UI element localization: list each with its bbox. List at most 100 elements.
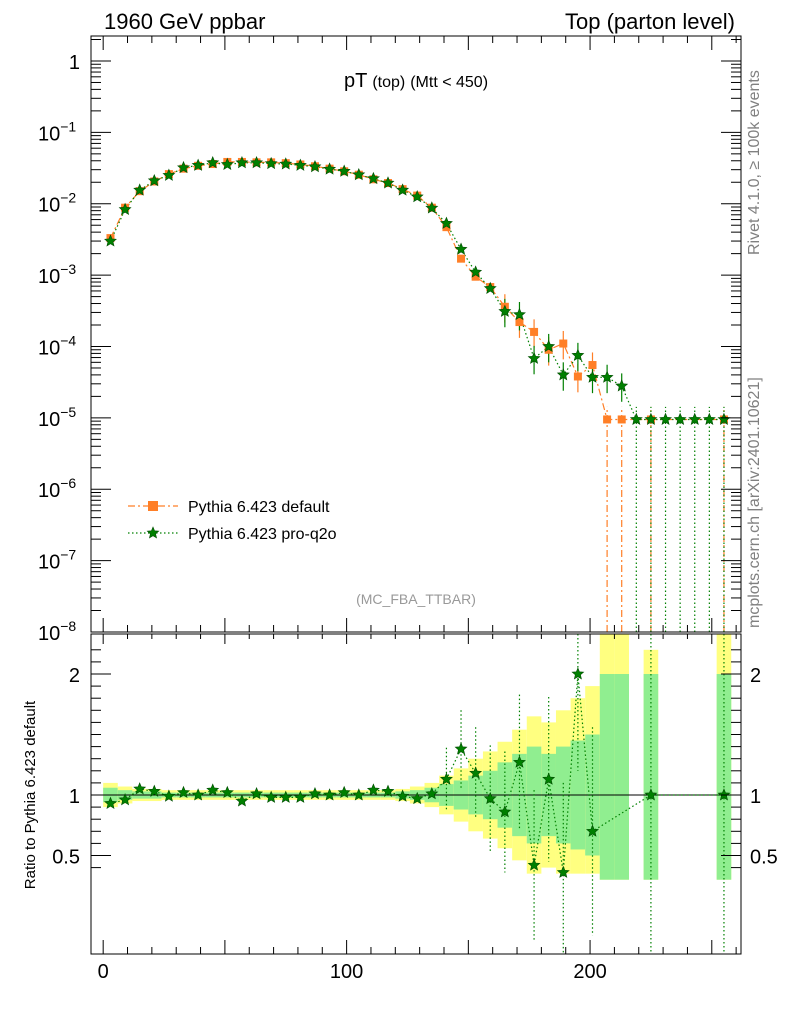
- proq2o-point: [308, 159, 322, 173]
- chart-title-cut: (Mtt < 450): [410, 74, 488, 91]
- y-tick-label: 10−2: [38, 190, 76, 217]
- legend-default-label: Pythia 6.423 default: [188, 499, 330, 516]
- proq2o-point: [688, 412, 702, 425]
- ratio-y-tick-label: 0.5: [52, 847, 80, 869]
- ratio-point: [571, 667, 585, 680]
- proq2o-point: [352, 167, 366, 181]
- proq2o-point: [118, 202, 132, 216]
- proq2o-point: [264, 156, 278, 170]
- proq2o-point: [615, 379, 629, 392]
- proq2o-point: [293, 158, 307, 171]
- proq2o-point: [191, 158, 205, 171]
- ratio-panel-frame: [90, 633, 742, 955]
- ratio-point: [177, 785, 190, 799]
- y-tick-label: 10−4: [38, 332, 76, 359]
- proq2o-point: [673, 412, 687, 425]
- x-tick-label: 100: [330, 961, 363, 983]
- ratio-point: [104, 796, 117, 809]
- rivet-version-label: Rivet 4.1.0, ≥ 100k events: [746, 70, 763, 255]
- ratio-point: [644, 788, 658, 801]
- proq2o-point: [366, 171, 380, 185]
- proq2o-point: [498, 304, 512, 317]
- ratio-point: [586, 824, 599, 837]
- main-panel-frame: [90, 35, 742, 633]
- ratio-y-tick-label-right: 0.5: [750, 847, 778, 869]
- ratio-point: [191, 788, 205, 801]
- ratio-point: [337, 785, 351, 799]
- proq2o-point: [571, 348, 585, 361]
- ratio-point: [717, 788, 731, 801]
- ratio-point: [469, 766, 483, 779]
- y-tick-label: 1: [69, 52, 80, 74]
- chart-title-main: pT: [344, 70, 367, 92]
- proq2o-point: [542, 339, 556, 352]
- y-tick-label: 10−1: [38, 118, 76, 145]
- proq2o-series-line: [109, 162, 724, 421]
- ratio-point: [308, 787, 322, 800]
- legend: Pythia 6.423 default Pythia 6.423 pro-q2…: [128, 499, 337, 543]
- proq2o-point: [250, 155, 263, 169]
- analysis-watermark: (MC_FBA_TTBAR): [356, 591, 476, 607]
- proq2o-point: [410, 190, 424, 203]
- ratio-point: [366, 783, 380, 796]
- ratio-y-tick-label-right: 2: [750, 665, 761, 687]
- header-right-title: Top (parton level): [565, 9, 735, 34]
- legend-proq2o-marker: [146, 526, 160, 539]
- proq2o-point: [133, 183, 147, 196]
- legend-default-marker: [148, 501, 158, 511]
- proq2o-point: [586, 370, 599, 383]
- proq2o-point: [104, 234, 117, 247]
- ratio-point: [425, 787, 439, 800]
- ratio-point: [220, 785, 234, 799]
- proq2o-point: [702, 412, 716, 425]
- proq2o-point: [600, 370, 614, 383]
- proq2o-point: [381, 176, 395, 189]
- ratio-y-tick-label: 1: [69, 786, 80, 808]
- proq2o-point: [220, 157, 234, 170]
- ratio-point: [235, 794, 249, 807]
- proq2o-point: [483, 281, 497, 294]
- chart-title-sub: (top): [372, 74, 405, 91]
- ratio-point: [118, 793, 132, 806]
- proq2o-point: [396, 183, 410, 196]
- y-tick-label: 10−5: [38, 404, 76, 431]
- proq2o-point: [454, 242, 468, 255]
- ratio-point: [498, 805, 512, 818]
- proq2o-point: [337, 164, 351, 177]
- y-tick-label: 10−6: [38, 475, 76, 502]
- ratio-point: [264, 790, 278, 803]
- ratio-point: [454, 742, 468, 755]
- ratio-point: [133, 782, 147, 795]
- default-point: [442, 223, 451, 232]
- legend-proq2o-label: Pythia 6.423 pro-q2o: [188, 526, 337, 543]
- default-point: [457, 254, 466, 263]
- default-point: [544, 345, 553, 354]
- ratio-point: [323, 788, 337, 801]
- ratio-point: [396, 789, 410, 802]
- main-panel: 1 10−1 10−2 10−3 10−4 10−5 10−6 10−7 10−8 pT (top…: [38, 35, 742, 645]
- ratio-point: [527, 858, 541, 871]
- ratio-point: [483, 791, 497, 805]
- proq2o-point: [206, 155, 220, 169]
- y-tick-label: 10−7: [38, 547, 76, 574]
- ratio-point: [147, 784, 161, 797]
- default-point: [573, 372, 582, 381]
- default-point: [588, 361, 597, 370]
- ratio-point: [542, 772, 556, 785]
- proq2o-point: [527, 351, 541, 364]
- x-tick-label: 200: [573, 961, 606, 983]
- proq2o-point: [644, 412, 658, 425]
- ratio-band-inner: [716, 674, 732, 880]
- ratio-point: [439, 772, 453, 785]
- default-series-line: [109, 161, 724, 421]
- default-point: [559, 339, 568, 348]
- y-tick-label: 10−8: [38, 618, 76, 645]
- ratio-band-inner: [599, 674, 615, 880]
- ratio-point: [279, 790, 293, 803]
- default-point: [471, 272, 480, 281]
- ratio-y-tick-label-right: 1: [750, 786, 761, 808]
- default-point: [617, 415, 626, 424]
- y-tick-label: 10−3: [38, 261, 76, 288]
- default-point: [530, 327, 539, 336]
